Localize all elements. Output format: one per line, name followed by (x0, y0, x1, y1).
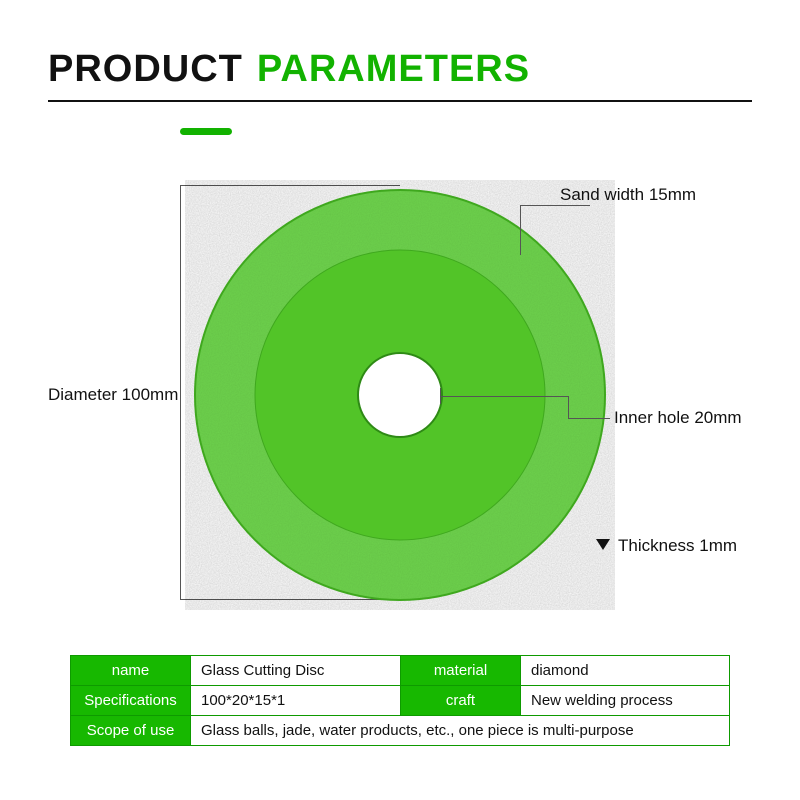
spec-key-scope: Scope of use (71, 716, 191, 746)
spec-key-name: name (71, 656, 191, 686)
callout-sandwidth-line-v (520, 205, 521, 255)
spec-val-scope: Glass balls, jade, water products, etc.,… (191, 716, 730, 746)
title-word-parameters: PARAMETERS (257, 48, 530, 91)
callout-innerhole-notch (440, 388, 441, 404)
disc-graphic (185, 180, 615, 610)
spec-key-craft: craft (401, 686, 521, 716)
title-underline (48, 100, 752, 102)
spec-key-material: material (401, 656, 521, 686)
spec-val-specs: 100*20*15*1 (191, 686, 401, 716)
spec-val-craft: New welding process (521, 686, 730, 716)
table-row: name Glass Cutting Disc material diamond (71, 656, 730, 686)
spec-key-specs: Specifications (71, 686, 191, 716)
callout-innerhole-line-h2 (568, 418, 610, 419)
callout-innerhole-line-h1 (440, 396, 568, 397)
thickness-arrow-icon (596, 539, 610, 550)
page-title: PRODUCT PARAMETERS (48, 48, 752, 91)
spec-val-name: Glass Cutting Disc (191, 656, 401, 686)
disc-diagram: Sand width 15mm Inner hole 20mm Diameter… (0, 150, 800, 650)
spec-table: name Glass Cutting Disc material diamond… (70, 655, 730, 746)
callout-sandwidth-line-h (520, 205, 590, 206)
table-row: Scope of use Glass balls, jade, water pr… (71, 716, 730, 746)
callout-innerhole-line-v (568, 396, 569, 418)
accent-dash (180, 128, 232, 135)
table-row: Specifications 100*20*15*1 craft New wel… (71, 686, 730, 716)
callout-diameter-label: Diameter 100mm (48, 385, 178, 405)
spec-val-material: diamond (521, 656, 730, 686)
callout-sandwidth-label: Sand width 15mm (560, 185, 696, 205)
callout-innerhole-label: Inner hole 20mm (614, 408, 742, 428)
callout-thickness-label: Thickness 1mm (618, 536, 737, 556)
title-word-product: PRODUCT (48, 48, 243, 91)
